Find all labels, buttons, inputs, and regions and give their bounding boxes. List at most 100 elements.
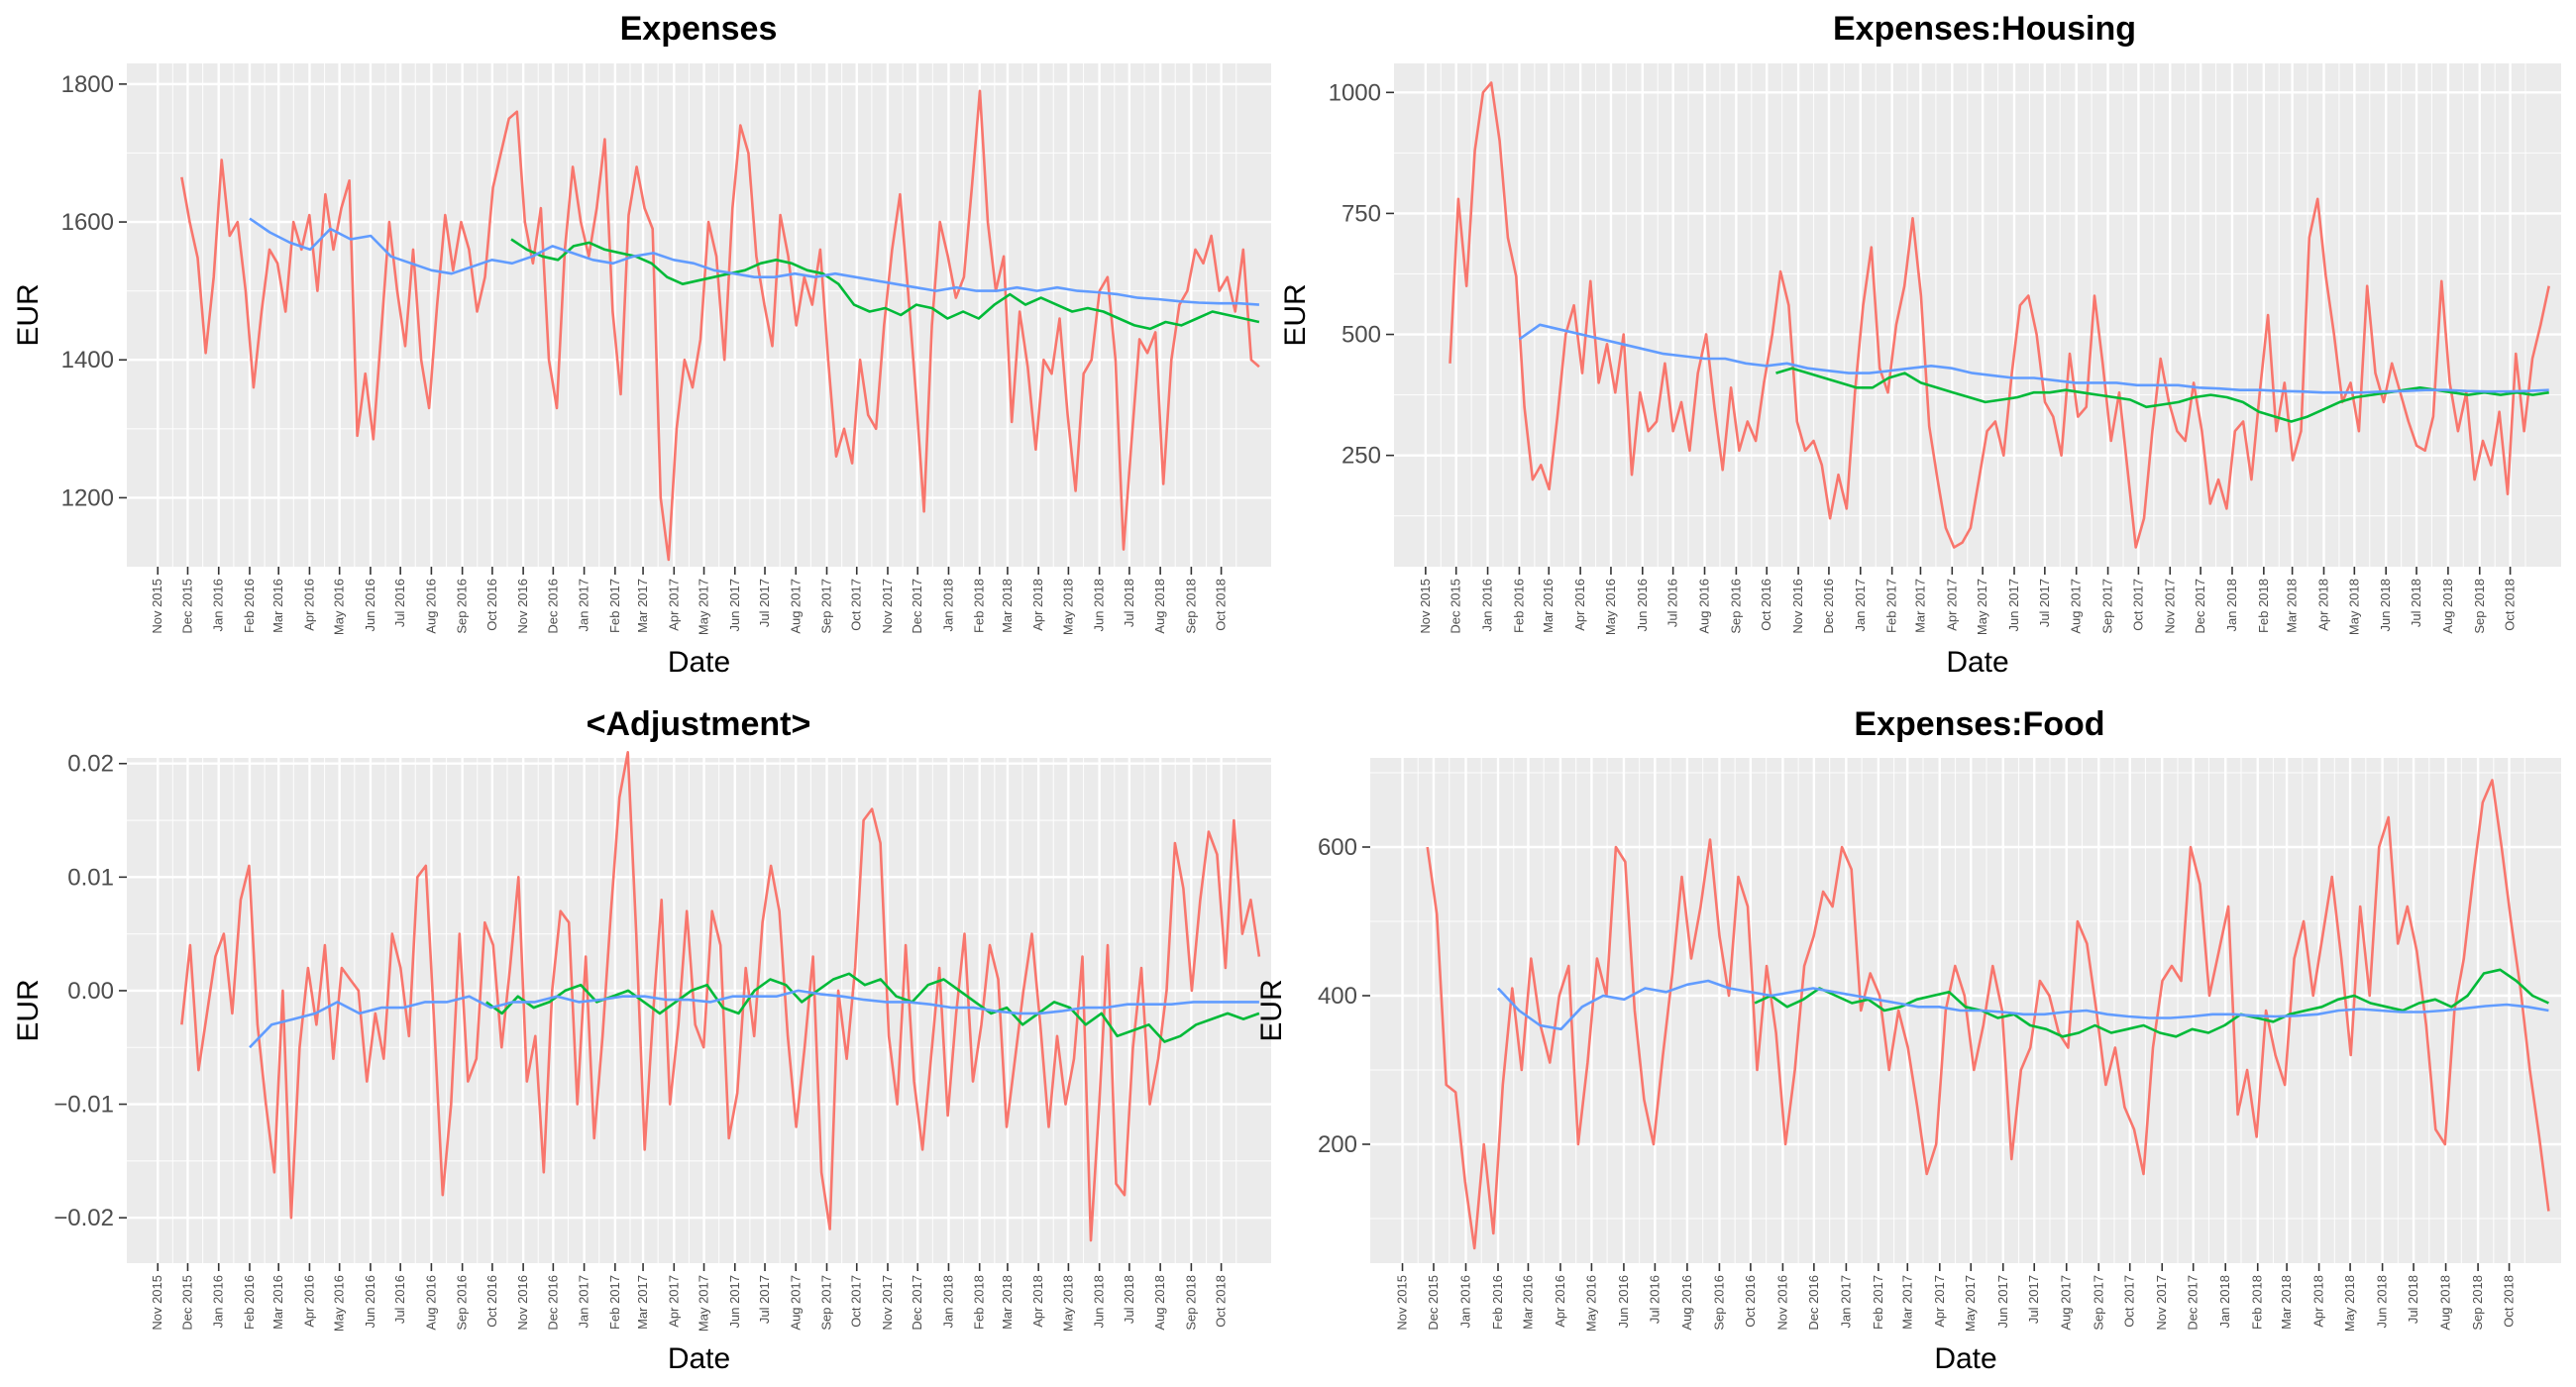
x-tick-label: Aug 2016 [423,579,438,634]
x-tick-label: Jun 2017 [2006,579,2021,632]
y-axis-label: EUR [12,979,45,1041]
x-tick-label: Jun 2016 [363,579,377,632]
x-tick-label: Jun 2017 [727,1275,742,1329]
series-line-3 [1497,979,2549,1031]
x-tick-label: Aug 2018 [2440,579,2455,634]
x-tick-label: Dec 2015 [179,579,194,634]
y-tick-label: 1000 [1329,79,1381,106]
x-tick-label: Nov 2016 [515,1275,530,1331]
x-tick-label: Jul 2017 [2026,1275,2041,1324]
x-tick-label: Feb 2016 [242,1275,257,1330]
x-tick-label: Dec 2015 [1426,1275,1441,1331]
panel-2: 250 500 750 1000 Nov 2015 Dec 2015 Jan 2016 Feb… [1279,10,2561,679]
x-tick-label: Jul 2017 [2037,579,2052,627]
x-tick-label: Oct 2018 [2502,1275,2517,1328]
x-tick-label: Jul 2016 [1665,579,1680,627]
x-axis-label: Date [1946,646,2008,679]
x-tick-label: Jan 2018 [2217,1275,2232,1329]
y-axis-label: EUR [1255,979,1288,1041]
x-tick-label: Mar 2016 [1520,1275,1535,1330]
x-axis-label: Date [668,646,730,679]
x-tick-label: Feb 2016 [1490,1275,1505,1330]
x-tick-label: Nov 2016 [1774,1275,1789,1331]
x-tick-label: Jun 2016 [1616,1275,1631,1329]
x-tick-label: Aug 2016 [423,1275,438,1331]
y-axis-label: EUR [1279,283,1312,346]
x-tick-label: Dec 2016 [545,579,560,634]
x-tick-label: Dec 2017 [910,1275,924,1331]
x-tick-label: Apr 2018 [1030,1275,1045,1328]
x-tick-label: Feb 2017 [607,1275,622,1330]
x-tick-label: Jun 2018 [1092,1275,1107,1329]
x-tick-label: Aug 2017 [788,1275,803,1331]
x-tick-label: May 2016 [1603,579,1618,635]
series-line-1 [1449,81,2550,549]
x-tick-label: Mar 2016 [270,579,285,633]
panel-1: 1200 1400 1600 1800 Nov 2015 Dec 2015 Jan 2016… [12,10,1271,679]
x-tick-label: Mar 2018 [1000,579,1015,633]
x-tick-label: Nov 2015 [1395,1275,1410,1331]
x-tick-label: Jan 2018 [940,1275,955,1329]
y-tick-label: −0.02 [54,1205,114,1231]
y-tick-label: 1800 [61,71,114,98]
x-tick-label: Jun 2016 [1635,579,1650,632]
panel-4: 200 400 600 Nov 2015 Dec 2015 Jan 2016 Feb 201… [1255,705,2561,1375]
x-tick-label: May 2017 [1963,1275,1978,1332]
x-tick-label: Jan 2018 [2224,579,2239,632]
panel-title: Expenses [620,10,778,48]
x-tick-label: Dec 2017 [2186,1275,2200,1331]
x-tick-label: Jul 2017 [757,1275,772,1324]
x-tick-label: Nov 2017 [880,579,895,634]
panel-background [127,63,1271,567]
y-axis-label: EUR [12,283,45,346]
x-tick-label: Jan 2016 [1457,1275,1472,1329]
x-tick-label: Apr 2018 [2315,579,2330,631]
x-tick-label: Mar 2017 [635,579,650,633]
x-tick-label: Apr 2017 [666,579,681,631]
x-tick-label: Apr 2016 [301,1275,316,1328]
series-line-1 [180,89,1260,562]
x-tick-label: Nov 2015 [1418,579,1433,634]
x-tick-label: Jun 2018 [1092,579,1107,632]
x-tick-label: Oct 2017 [849,579,864,631]
y-tick-label: 250 [1342,443,1381,470]
x-tick-label: Jun 2017 [727,579,742,632]
series-line-2 [485,972,1260,1043]
x-tick-label: Jun 2018 [2378,579,2393,632]
series-line-3 [249,989,1259,1049]
x-tick-label: Mar 2017 [635,1275,650,1330]
y-tick-label: 0.02 [67,751,114,778]
panel-title: Expenses:Food [1854,705,2104,743]
x-tick-label: Feb 2016 [1511,579,1526,633]
panel-3: −0.02 −0.01 0.00 0.01 0.02 Nov 2015 Dec 2015 Ja… [12,705,1271,1375]
x-tick-label: Feb 2017 [1884,579,1899,633]
x-tick-label: Sep 2016 [455,1275,470,1331]
x-tick-label: Oct 2016 [484,1275,499,1328]
x-tick-label: Nov 2015 [150,1275,164,1331]
x-tick-label: Feb 2018 [2256,579,2271,633]
y-tick-label: −0.01 [54,1092,114,1119]
x-tick-label: Oct 2018 [2503,579,2518,631]
series-line-2 [1775,367,2549,423]
series-line-2 [1754,968,2549,1038]
x-tick-label: Apr 2018 [1030,579,1045,631]
x-tick-label: Mar 2018 [1000,1275,1015,1330]
series-line-3 [249,217,1259,306]
panel-title: <Adjustment> [587,705,811,743]
x-tick-label: Jan 2017 [1838,1275,1853,1329]
x-tick-label: Nov 2017 [2154,1275,2169,1331]
x-tick-label: Feb 2017 [1871,1275,1885,1330]
x-tick-label: Feb 2018 [972,579,987,633]
x-tick-label: Jul 2016 [392,1275,407,1324]
x-tick-label: Jul 2016 [392,579,407,627]
x-tick-label: Aug 2018 [2438,1275,2453,1331]
x-tick-label: Mar 2017 [1912,579,1927,633]
x-tick-label: May 2018 [1060,579,1075,635]
x-tick-label: Aug 2016 [1679,1275,1694,1331]
x-tick-label: Oct 2017 [2122,1275,2137,1328]
x-axis-label: Date [668,1342,730,1375]
x-tick-label: Sep 2016 [1728,579,1743,634]
x-tick-label: Jun 2018 [2375,1275,2390,1329]
series-line-3 [1518,323,2549,394]
